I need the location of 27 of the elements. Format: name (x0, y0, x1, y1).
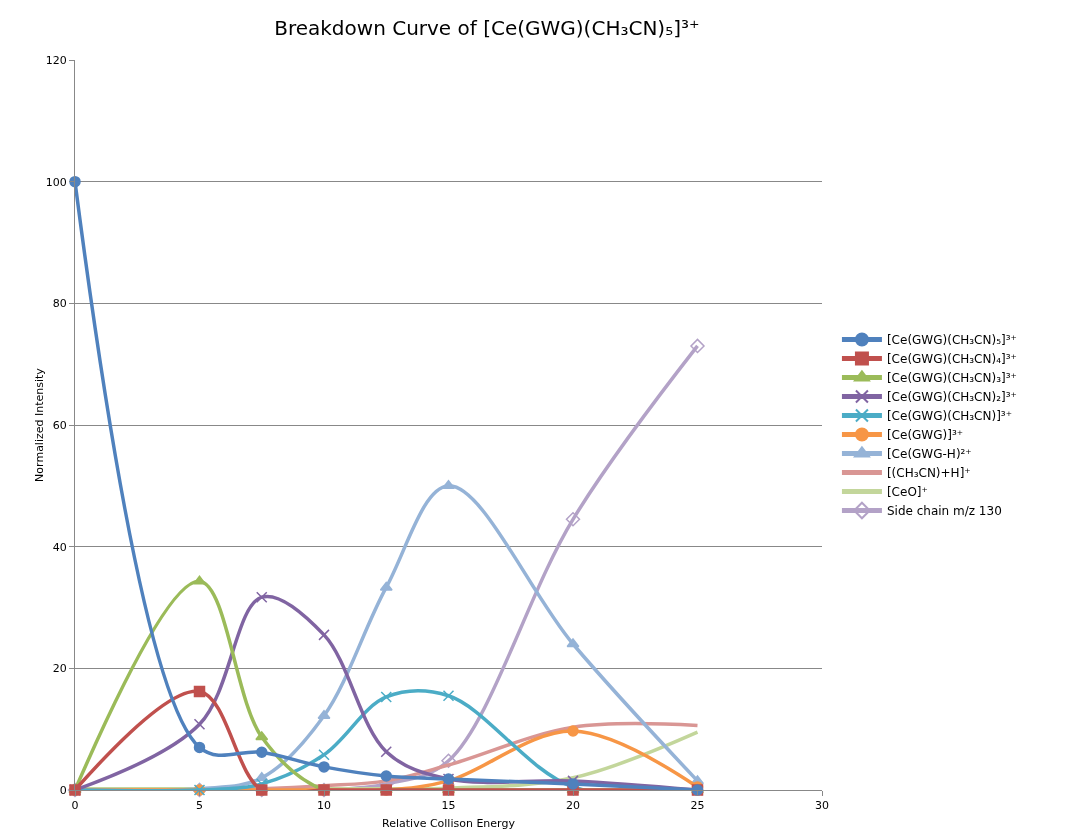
legend-label: [Ce(GWG)(CH₃CN)₅]³⁺ (886, 333, 1017, 348)
chart-title: Breakdown Curve of [Ce(GWG)(CH₃CN)₅]³⁺ (274, 15, 700, 40)
y-tick-label: 0 (59, 783, 67, 797)
y-tick-label: 40 (52, 540, 67, 554)
y-tick-label: 80 (52, 297, 67, 311)
legend-label: [Ce(GWG)]³⁺ (886, 428, 964, 443)
legend-label: [Ce(GWG)(CH₃CN)₃]³⁺ (886, 371, 1017, 386)
legend-label: [Ce(GWG)(CH₃CN)]³⁺ (886, 409, 1012, 424)
x-tick-label: 25 (690, 799, 705, 813)
y-tick-label: 60 (52, 418, 67, 432)
x-tick-label: 10 (317, 799, 331, 813)
x-tick-label: 0 (71, 799, 79, 813)
legend-label: [(CH₃CN)+H]⁺ (886, 466, 971, 481)
x-tick-label: 15 (441, 799, 456, 813)
x-axis-title: Relative Collison Energy (382, 817, 516, 831)
y-axis-title: Normalized Intensity (33, 367, 46, 482)
x-tick-label: 30 (815, 799, 829, 813)
legend-label: [Ce(GWG)(CH₃CN)₄]³⁺ (886, 352, 1017, 367)
y-tick-label: 120 (45, 53, 67, 67)
legend-label: [CeO]⁺ (886, 485, 928, 500)
legend-label: Side chain m/z 130 (886, 504, 1002, 519)
legend-label: [Ce(GWG)(CH₃CN)₂]³⁺ (886, 390, 1017, 405)
x-tick-label: 20 (566, 799, 580, 813)
legend-label: [Ce(GWG-H)²⁺ (886, 447, 972, 462)
x-tick-label: 5 (196, 799, 203, 813)
y-tick-label: 20 (52, 662, 67, 676)
y-tick-label: 100 (45, 175, 67, 189)
